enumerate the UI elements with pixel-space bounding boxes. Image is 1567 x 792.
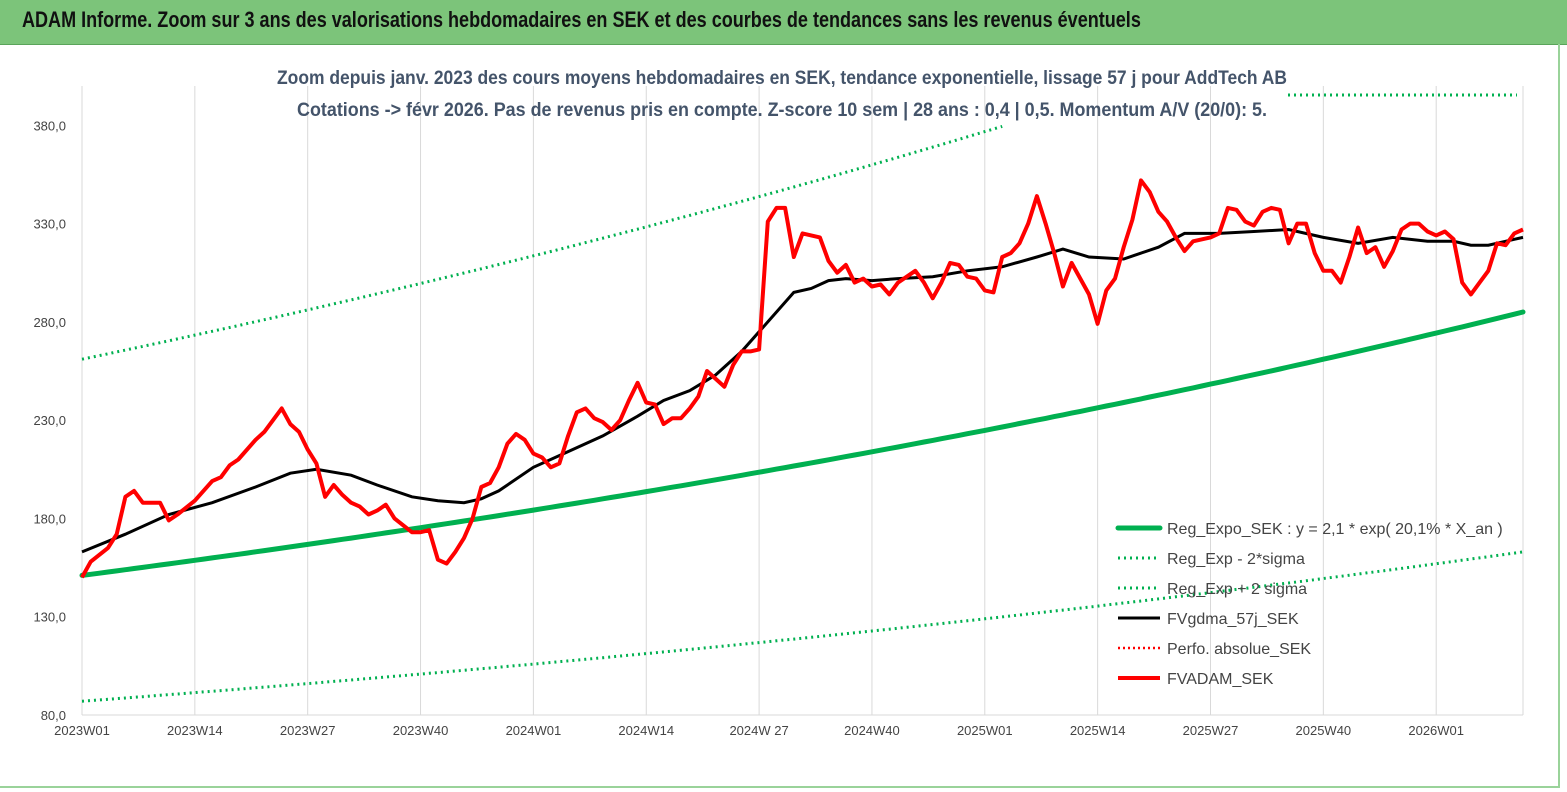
- chart-grid: [81, 86, 1524, 716]
- series-line-0: [79, 309, 1526, 578]
- legend-label: Reg_Expo_SEK : y = 2,1 * exp( 20,1% * X_…: [1167, 521, 1503, 538]
- chart-title: Zoom depuis janv. 2023 des cours moyens …: [277, 68, 1287, 89]
- legend-label: Reg_Exp - 2*sigma: [1167, 551, 1305, 568]
- chart-ticks: 80,0 130,0 180,0 230,0 280,0 330,0 380,0 2023W0…: [33, 118, 1464, 738]
- x-tick-label: 2024W 27: [729, 723, 788, 738]
- chart-frame: [0, 44, 1560, 788]
- legend-label: FVgdma_57j_SEK: [1167, 611, 1299, 628]
- series-line-2: [81, 124, 1003, 361]
- y-tick-label: 380,0: [33, 118, 66, 133]
- y-tick-label: 330,0: [33, 217, 66, 232]
- x-tick-label: 2026W01: [1408, 723, 1464, 738]
- x-tick-label: 2025W01: [957, 723, 1013, 738]
- x-tick-label: 2023W01: [54, 723, 110, 738]
- report-title: ADAM Informe. Zoom sur 3 ans des valoris…: [22, 7, 1141, 32]
- x-tick-label: 2023W14: [167, 723, 223, 738]
- y-tick-label: 180,0: [33, 511, 66, 526]
- legend-label: Perfo. absolue_SEK: [1167, 641, 1311, 658]
- y-tick-label: 230,0: [33, 413, 66, 428]
- series-line-1: [81, 550, 1524, 703]
- report-title-banner: ADAM Informe. Zoom sur 3 ans des valoris…: [0, 0, 1567, 45]
- y-tick-label: 280,0: [33, 315, 66, 330]
- x-tick-label: 2025W14: [1070, 723, 1126, 738]
- series-line-5: [80, 178, 1524, 579]
- chart-subtitle: Cotations -> févr 2026. Pas de revenus p…: [297, 100, 1267, 121]
- series-line-3: [81, 227, 1524, 554]
- legend-label: FVADAM_SEK: [1167, 671, 1274, 688]
- legend-label: Reg_Exp + 2 sigma: [1167, 581, 1307, 598]
- x-tick-label: 2024W40: [844, 723, 900, 738]
- chart-legend: Reg_Expo_SEK : y = 2,1 * exp( 20,1% * X_…: [1115, 521, 1503, 688]
- y-tick-label: 130,0: [33, 610, 66, 625]
- x-tick-label: 2025W40: [1296, 723, 1352, 738]
- chart-series: [79, 93, 1526, 703]
- x-tick-label: 2024W14: [618, 723, 674, 738]
- x-tick-label: 2023W27: [280, 723, 336, 738]
- y-tick-label: 80,0: [41, 708, 66, 723]
- x-tick-label: 2025W27: [1183, 723, 1239, 738]
- x-tick-label: 2024W01: [506, 723, 562, 738]
- x-tick-label: 2023W40: [393, 723, 449, 738]
- plot-area: [79, 178, 1526, 703]
